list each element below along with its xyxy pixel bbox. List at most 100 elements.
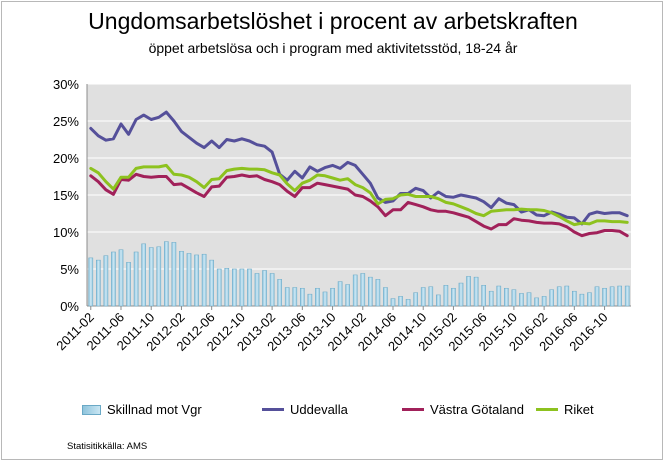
bar [368,276,373,307]
bar [473,276,479,307]
bar [284,287,290,307]
bar [315,287,320,307]
legend-item-skillnad: Skillnad mot Vgr [82,402,202,417]
bar [428,286,434,307]
bar [458,282,464,307]
bar [375,279,381,307]
legend-swatch-line [402,408,424,411]
legend-label: Uddevalla [290,402,348,417]
bar [148,247,154,307]
bar [549,289,554,307]
bar [496,285,502,307]
bar [541,296,547,307]
bar [239,268,245,307]
legend-item-uddevalla: Uddevalla [262,402,348,417]
y-tick-label: 20% [53,151,79,166]
bar [307,293,313,307]
series-line [89,163,629,227]
bar [277,279,282,307]
bar [617,285,622,307]
y-tick-label: 0% [60,299,79,314]
bar [345,284,350,307]
bar [194,254,199,307]
bar [103,255,109,307]
legend-label: Skillnad mot Vgr [107,402,202,417]
bar [269,273,275,307]
bar [186,253,192,307]
legend-item-vastra-gotaland: Västra Götaland [402,402,524,417]
bar [330,287,335,307]
bar [254,273,260,307]
bar [224,268,230,307]
bar [579,293,585,307]
bar [111,251,116,307]
bar [262,270,267,307]
bar [118,249,124,307]
bar [126,262,131,307]
bar [96,259,101,307]
bar [232,268,237,307]
legend: Skillnad mot Vgr Uddevalla Västra Götala… [0,402,666,418]
bar [352,274,358,307]
series-line [89,110,629,226]
bar [572,290,577,307]
bar [300,287,305,307]
bar [179,250,184,307]
bar [133,251,139,307]
bar [602,287,607,307]
y-tick-label: 15% [53,188,79,203]
bar [156,246,162,307]
bar [209,259,214,307]
series-line [89,172,629,238]
bar [436,294,441,307]
bar [413,292,418,307]
bar [247,268,252,307]
y-tick-label: 30% [53,77,79,92]
bar [526,292,532,307]
legend-label: Västra Götaland [430,402,524,417]
bar [88,257,94,307]
y-tick-label: 5% [60,262,79,277]
chart-plot: 0%5%10%15%20%25%30%2011-022011-062011-10… [53,77,631,354]
chart-title: Ungdomsarbetslöshet i procent av arbetsk… [88,8,578,34]
bar [164,241,169,307]
bar [504,287,509,307]
source-note: Statisitikkälla: AMS [67,441,148,452]
y-tick-label: 25% [53,114,79,129]
bar [481,285,486,307]
bar [594,286,600,307]
bar [171,242,177,307]
y-tick-label: 10% [53,225,79,240]
bar [360,273,366,307]
bar [511,289,517,307]
bar [383,287,388,307]
bar [405,299,411,307]
bar [292,287,298,307]
bar [519,293,524,307]
legend-swatch-line [262,408,284,411]
bar [488,290,494,307]
bar [398,296,403,307]
legend-item-riket: Riket [536,402,594,417]
bar [609,286,615,307]
bar [534,297,539,307]
bar [624,285,630,307]
legend-swatch-bar [82,404,101,415]
bar [216,268,222,307]
bar [322,291,328,307]
bar [443,285,449,307]
legend-swatch-line [536,408,558,411]
bar [337,281,343,307]
bar [466,276,471,307]
bar [201,253,207,307]
bar [587,292,592,307]
chart-subtitle: öppet arbetslösa och i program med aktiv… [148,40,518,56]
bar [141,243,146,307]
legend-label: Riket [564,402,594,417]
bar [390,298,396,307]
bar [451,287,456,307]
bar [556,286,562,307]
bar [564,285,570,307]
bar [420,287,426,307]
